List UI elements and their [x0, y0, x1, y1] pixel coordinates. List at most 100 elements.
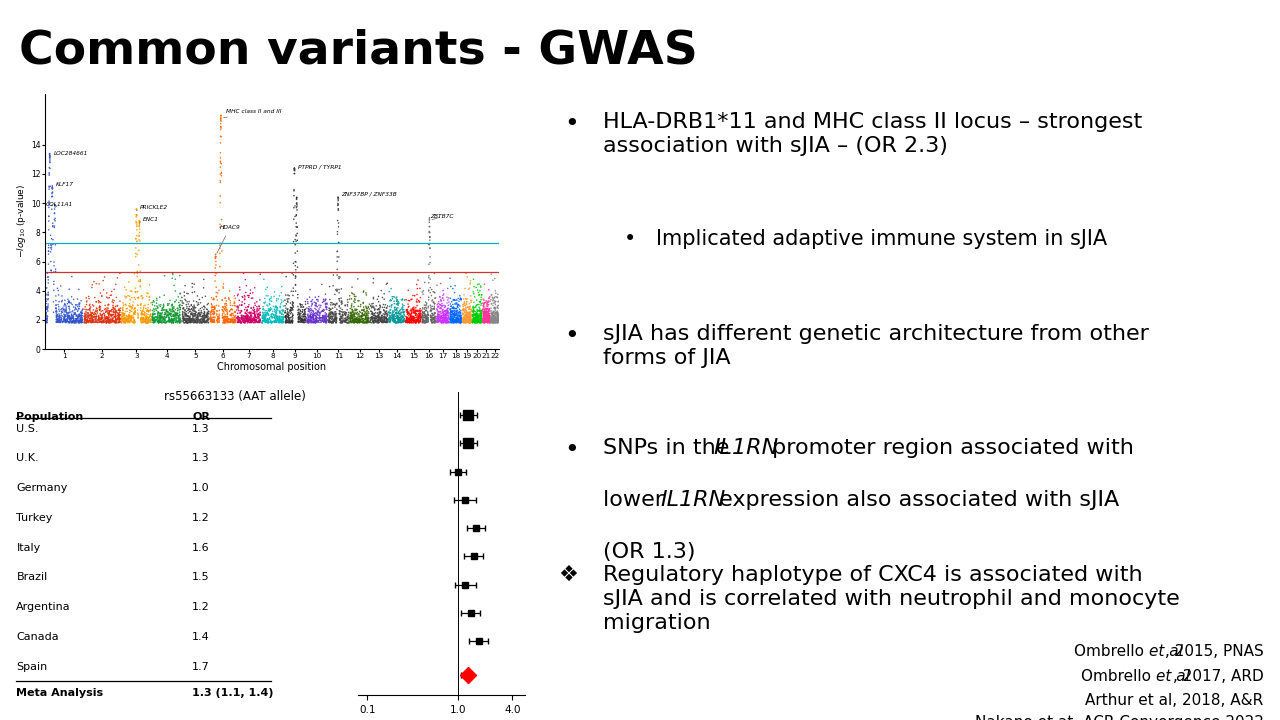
Point	[49, 312, 69, 323]
Point	[161, 300, 182, 311]
Point	[439, 316, 460, 328]
Point	[369, 312, 389, 324]
Point	[346, 307, 366, 319]
Point	[242, 313, 262, 325]
Point	[311, 312, 332, 323]
Point	[474, 312, 494, 323]
Point	[205, 302, 225, 313]
Point	[315, 315, 335, 326]
Point	[335, 300, 356, 311]
Point	[250, 315, 270, 326]
Point	[310, 317, 330, 328]
Point	[410, 292, 430, 303]
Point	[140, 310, 160, 321]
Point	[477, 300, 498, 312]
Point	[132, 317, 152, 328]
Point	[236, 312, 256, 323]
Point	[244, 310, 265, 322]
Point	[269, 315, 289, 327]
Point	[480, 315, 500, 327]
Point	[147, 306, 168, 318]
Point	[385, 317, 406, 328]
Point	[184, 301, 205, 312]
Point	[481, 315, 502, 327]
Point	[475, 306, 495, 318]
Point	[216, 315, 237, 326]
Point	[344, 290, 365, 302]
Point	[443, 315, 463, 327]
Point	[174, 317, 195, 328]
Point	[330, 310, 351, 322]
Point	[65, 315, 86, 326]
Point	[79, 303, 100, 315]
Point	[435, 312, 456, 324]
Point	[435, 305, 456, 317]
Point	[87, 317, 108, 328]
Point	[284, 202, 305, 214]
Point	[291, 299, 311, 310]
Point	[344, 307, 365, 319]
Point	[207, 311, 228, 323]
Point	[202, 294, 223, 305]
Point	[60, 316, 81, 328]
Point	[232, 314, 252, 325]
Point	[136, 316, 156, 328]
Point	[421, 312, 442, 323]
Point	[74, 310, 95, 321]
Point	[472, 313, 493, 325]
Point	[352, 316, 372, 328]
Point	[352, 313, 372, 325]
Point	[463, 315, 484, 326]
Point	[401, 294, 421, 305]
Point	[485, 317, 506, 328]
Point	[229, 314, 250, 325]
Point	[460, 279, 480, 290]
Point	[434, 313, 454, 325]
Point	[413, 306, 434, 318]
Point	[410, 316, 430, 328]
Point	[457, 310, 477, 322]
Point	[381, 310, 402, 321]
Point	[314, 313, 334, 325]
Point	[264, 291, 284, 302]
Point	[218, 314, 238, 325]
Text: U.S.: U.S.	[17, 423, 38, 433]
Point	[420, 227, 440, 238]
Point	[451, 294, 471, 305]
Point	[196, 303, 216, 315]
Point	[151, 307, 172, 319]
Point	[424, 313, 444, 325]
Point	[61, 291, 82, 302]
Point	[376, 279, 397, 290]
Point	[367, 315, 388, 326]
Point	[154, 317, 174, 328]
Point	[301, 311, 321, 323]
Point	[321, 311, 342, 323]
Point	[376, 307, 397, 319]
Point	[166, 309, 187, 320]
Point	[340, 310, 361, 322]
Point	[406, 309, 426, 320]
Point	[163, 315, 183, 327]
Point	[380, 310, 401, 321]
Point	[79, 303, 100, 315]
Point	[333, 307, 353, 318]
Point	[449, 315, 470, 327]
Point	[136, 315, 156, 326]
Point	[151, 312, 172, 323]
Point	[314, 311, 334, 323]
Point	[348, 315, 369, 327]
Point	[454, 317, 475, 328]
Point	[198, 314, 219, 325]
Point	[54, 314, 74, 325]
Point	[184, 310, 205, 322]
Point	[119, 310, 140, 321]
Point	[188, 297, 209, 309]
Point	[175, 311, 196, 323]
Point	[468, 312, 489, 323]
Point	[148, 311, 169, 323]
Point	[314, 315, 334, 327]
Point	[343, 316, 364, 328]
Point	[131, 316, 151, 328]
Point	[326, 315, 347, 326]
